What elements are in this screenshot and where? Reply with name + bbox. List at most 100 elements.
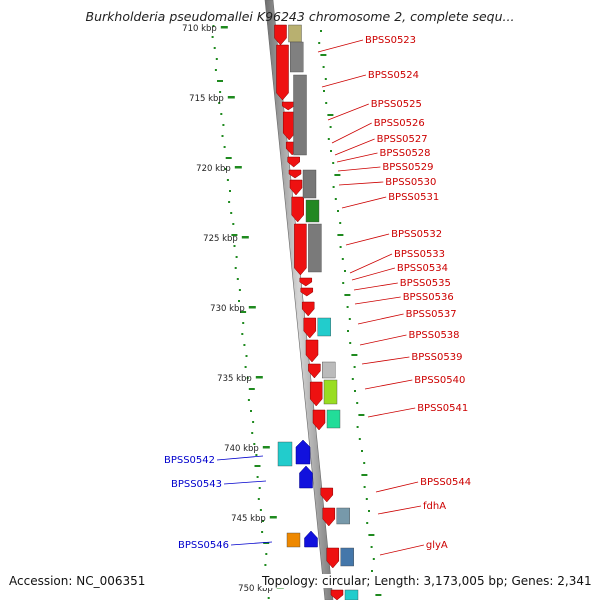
gc-tick: [241, 333, 244, 335]
ruler-label: 740 kbp: [224, 444, 259, 454]
gc-tick: [323, 90, 325, 92]
gc-tick: [339, 246, 342, 248]
gc-tick: [214, 69, 217, 71]
gc-tick: [258, 487, 261, 489]
gc-tick: [215, 58, 218, 60]
gene-label: BPSS0539: [411, 352, 462, 363]
gene-label: BPSS0531: [388, 192, 439, 203]
position-ruler: 710 kbp 715 kbp 720 kbp 725 kbp 730 kbp 735 k…: [182, 24, 284, 594]
gene-labels: BPSS0523 BPSS0524 BPSS0525 BPSS0526 BPSS0527…: [164, 35, 471, 556]
gc-tick: [320, 30, 322, 32]
gc-tick: [327, 114, 334, 116]
gene-label: BPSS0535: [400, 278, 451, 289]
gene-label: glyA: [426, 540, 448, 551]
gene-label: BPSS0540: [414, 375, 465, 386]
gc-tick: [211, 36, 214, 38]
feature-block: [344, 589, 359, 600]
ruler-label: 720 kbp: [196, 164, 231, 174]
gene-label: BPSS0525: [371, 99, 422, 110]
gc-tick: [353, 366, 356, 368]
forward-gene-arrow: [308, 363, 321, 379]
ruler-label: 710 kbp: [182, 24, 217, 34]
label-leader-line: [327, 103, 369, 121]
gc-tick: [263, 542, 270, 544]
gc-tick: [356, 426, 359, 428]
gc-tick: [261, 531, 264, 533]
gc-tick: [351, 378, 354, 380]
gc-tick: [254, 465, 261, 467]
ruler-label: 745 kbp: [231, 514, 266, 524]
gc-tick: [255, 454, 258, 456]
accession-text: Accession: NC_006351: [9, 574, 146, 588]
feature-block: [277, 441, 293, 467]
feature-block: [293, 74, 307, 156]
forward-gene-arrow: [330, 589, 344, 600]
label-leader-line: [341, 196, 387, 209]
gene-label: BPSS0541: [417, 403, 468, 414]
label-leader-line: [375, 481, 419, 493]
gene-label: BPSS0537: [406, 309, 457, 320]
gene-label: BPSS0527: [377, 134, 428, 145]
gc-tick: [351, 354, 358, 356]
gc-tick: [232, 223, 235, 225]
forward-gene-arrow: [288, 169, 302, 179]
forward-gene-arrow: [294, 223, 307, 276]
gene-label: BPSS0529: [382, 162, 433, 173]
gene-label: fdhA: [423, 501, 446, 512]
gene-label: BPSS0528: [380, 148, 431, 159]
feature-block: [290, 41, 304, 73]
gc-tick: [332, 186, 335, 188]
forward-gene-arrow: [281, 101, 295, 111]
forward-gene-arrow: [320, 487, 334, 503]
gc-tick: [257, 498, 260, 500]
gene-label: BPSS0526: [374, 118, 425, 129]
label-leader-line: [334, 138, 375, 156]
gc-tick: [259, 509, 262, 511]
gene-label: BPSS0533: [394, 249, 445, 260]
forward-gene-arrow: [301, 301, 315, 317]
gc-tick: [265, 553, 268, 555]
feature-block: [286, 532, 301, 548]
label-leader-line: [336, 152, 378, 163]
gene-label: BPSS0534: [397, 263, 448, 274]
gc-tick: [218, 102, 221, 104]
gc-tick: [324, 78, 327, 80]
reverse-gene-arrow: [299, 465, 313, 489]
gene-label: BPSS0530: [385, 177, 436, 188]
reverse-gene-arrow: [295, 439, 311, 465]
gc-tick: [213, 47, 216, 49]
gc-tick: [246, 377, 249, 379]
gc-tick: [325, 102, 328, 104]
feature-block: [308, 223, 322, 273]
gc-tick: [244, 366, 247, 368]
forward-gene-arrow: [299, 277, 313, 287]
forward-gene-arrow: [287, 156, 300, 168]
gc-tick: [363, 486, 366, 488]
forward-gene-arrow: [322, 507, 336, 527]
ruler-tick: [262, 446, 270, 449]
genome-stats-text: Topology: circular; Length: 3,173,005 bp…: [262, 574, 592, 588]
gc-tick: [238, 300, 240, 302]
forward-gene-arrow: [312, 409, 326, 431]
gc-tick: [223, 146, 226, 148]
gc-tick: [318, 42, 321, 44]
gc-tick: [371, 570, 373, 572]
feature-block: [326, 409, 341, 429]
gc-tick: [262, 520, 264, 522]
reverse-gene-arrow: [304, 530, 318, 548]
chromosome-backbone: [264, 0, 334, 600]
forward-gene-arrow: [291, 196, 304, 223]
gc-tick: [235, 256, 238, 258]
gc-tick: [226, 179, 229, 181]
gc-tick: [365, 498, 368, 500]
label-leader-line: [216, 455, 264, 461]
gc-content-track: [211, 25, 382, 599]
ruler-label: 730 kbp: [210, 304, 245, 314]
gc-tick: [250, 410, 252, 412]
ruler-tick: [220, 26, 228, 29]
gc-tick: [342, 282, 345, 284]
forward-gene-arrow: [305, 339, 319, 363]
gc-tick: [327, 138, 330, 140]
label-leader-line: [331, 122, 372, 144]
feature-block: [305, 199, 320, 223]
